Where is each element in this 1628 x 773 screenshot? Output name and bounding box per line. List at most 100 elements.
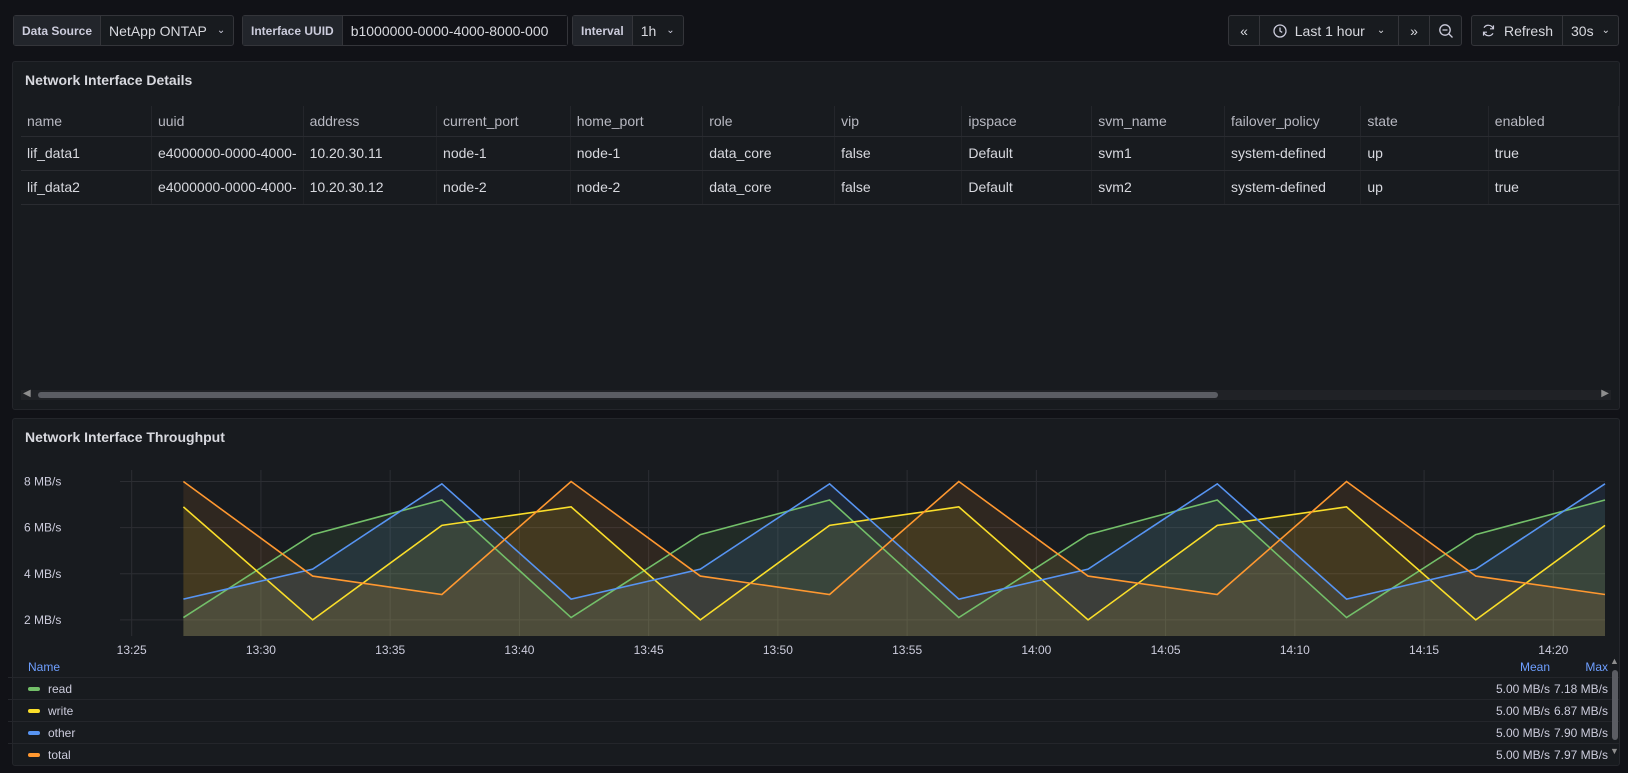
time-range-label: Last 1 hour	[1294, 22, 1365, 39]
table-cell: node-2	[436, 170, 571, 205]
legend-item-other[interactable]: other 5.00 MB/s 7.90 MB/s	[8, 722, 1620, 744]
column-header[interactable]: svm_name	[1091, 106, 1225, 137]
interval-select[interactable]: 1h ⌄	[633, 16, 683, 45]
column-header[interactable]: state	[1360, 106, 1489, 137]
interval-label: Interval	[573, 16, 633, 45]
table-cell: 10.20.30.12	[303, 170, 438, 205]
legend-mean-header[interactable]: Mean	[1519, 659, 1550, 674]
time-shift-back-button[interactable]: «	[1228, 15, 1260, 46]
refresh-icon	[1482, 24, 1495, 37]
table-cell: svm2	[1091, 170, 1225, 205]
legend-max: 7.90 MB/s	[1553, 725, 1608, 740]
chevrons-left-icon: «	[1240, 22, 1248, 39]
table-cell: up	[1360, 170, 1489, 205]
scrollbar-thumb[interactable]	[38, 392, 1218, 398]
chart-legend: Name Mean Max read 5.00 MB/s 7.18 MB/s w…	[8, 656, 1620, 762]
time-shift-forward-button[interactable]: »	[1398, 15, 1430, 46]
legend-header: Name Mean Max	[8, 656, 1620, 678]
column-header[interactable]: ipspace	[961, 106, 1093, 137]
interface-uuid-input[interactable]	[342, 16, 567, 45]
data-source-select[interactable]: NetApp ONTAP ⌄	[101, 16, 233, 45]
data-source-variable: Data Source NetApp ONTAP ⌄	[13, 15, 235, 46]
table-cell: false	[834, 170, 963, 205]
column-header[interactable]: vip	[834, 106, 963, 137]
table-cell: system-defined	[1224, 170, 1362, 205]
horizontal-scrollbar[interactable]: ◀ ▶	[21, 388, 1611, 400]
legend-item-total[interactable]: total 5.00 MB/s 7.97 MB/s	[8, 744, 1620, 762]
table-header-row: name uuid address current_port home_port…	[21, 106, 1619, 137]
table-cell: node-1	[570, 136, 704, 171]
interval-value: 1h	[640, 22, 657, 39]
legend-swatch	[28, 752, 40, 757]
legend-scrollbar[interactable]: ▲ ▼	[1610, 656, 1620, 756]
table-cell: node-2	[570, 170, 704, 205]
table-cell: Default	[961, 170, 1093, 205]
column-header[interactable]: name	[21, 106, 152, 137]
column-header[interactable]: failover_policy	[1224, 106, 1362, 137]
legend-item-write[interactable]: write 5.00 MB/s 6.87 MB/s	[8, 700, 1620, 722]
chevron-down-icon: ⌄	[216, 25, 226, 36]
table-cell: lif_data2	[21, 170, 152, 205]
chevron-down-icon: ⌄	[1601, 25, 1610, 36]
legend-mean: 5.00 MB/s	[1495, 681, 1550, 696]
legend-series-name: write	[48, 703, 74, 718]
chevrons-right-icon: »	[1410, 22, 1418, 39]
scroll-right-icon[interactable]: ▶	[1601, 388, 1609, 399]
time-range-picker[interactable]: Last 1 hour ⌄	[1259, 15, 1399, 46]
scroll-left-icon[interactable]: ◀	[23, 388, 31, 399]
column-header[interactable]: address	[303, 106, 438, 137]
table-cell: system-defined	[1224, 136, 1362, 171]
refresh-label: Refresh	[1503, 22, 1554, 39]
table-cell: node-1	[436, 136, 571, 171]
chevron-down-icon: ⌄	[1376, 25, 1386, 36]
interval-variable: Interval 1h ⌄	[572, 15, 684, 46]
table-cell: up	[1360, 136, 1489, 171]
network-interface-details-panel: Network Interface Details name uuid addr…	[12, 61, 1620, 410]
refresh-button[interactable]: Refresh	[1471, 15, 1563, 46]
dashboard-toolbar: Data Source NetApp ONTAP ⌄ Interface UUI…	[0, 0, 1628, 60]
legend-series-name: read	[48, 681, 73, 696]
legend-mean: 5.00 MB/s	[1495, 725, 1550, 740]
table-cell: data_core	[702, 170, 836, 205]
legend-item-read[interactable]: read 5.00 MB/s 7.18 MB/s	[8, 678, 1620, 700]
interface-uuid-label: Interface UUID	[243, 16, 343, 45]
legend-mean: 5.00 MB/s	[1495, 747, 1550, 762]
legend-max: 7.97 MB/s	[1553, 747, 1608, 762]
scrollbar-thumb[interactable]	[1612, 670, 1618, 740]
legend-series-name: total	[48, 747, 71, 762]
data-source-value: NetApp ONTAP	[109, 22, 207, 39]
column-header[interactable]: home_port	[570, 106, 704, 137]
table-cell: e4000000-0000-4000-	[151, 136, 304, 171]
legend-name-header[interactable]: Name	[28, 659, 61, 674]
table-row[interactable]: lif_data1 e4000000-0000-4000- 10.20.30.1…	[21, 136, 1619, 171]
table-cell: e4000000-0000-4000-	[151, 170, 304, 205]
table-cell: true	[1488, 170, 1619, 205]
zoom-out-button[interactable]	[1429, 15, 1462, 46]
column-header[interactable]: uuid	[151, 106, 304, 137]
legend-max-header[interactable]: Max	[1585, 659, 1608, 674]
chevron-down-icon: ⌄	[666, 25, 675, 36]
panel-title: Network Interface Details	[25, 72, 193, 88]
legend-max: 7.18 MB/s	[1553, 681, 1608, 696]
legend-max: 6.87 MB/s	[1553, 703, 1608, 718]
scroll-up-icon[interactable]: ▲	[1610, 656, 1619, 666]
panel-title: Network Interface Throughput	[25, 429, 225, 445]
legend-series-name: other	[48, 725, 76, 740]
refresh-interval-value: 30s	[1571, 22, 1594, 39]
clock-icon	[1273, 23, 1287, 38]
interface-uuid-variable: Interface UUID	[242, 15, 568, 46]
table-cell: svm1	[1091, 136, 1225, 171]
scroll-down-icon[interactable]: ▼	[1610, 746, 1619, 756]
column-header[interactable]: enabled	[1488, 106, 1619, 137]
refresh-interval-picker[interactable]: 30s ⌄	[1562, 15, 1619, 46]
table-row[interactable]: lif_data2 e4000000-0000-4000- 10.20.30.1…	[21, 170, 1619, 205]
legend-mean: 5.00 MB/s	[1495, 703, 1550, 718]
table-cell: false	[834, 136, 963, 171]
table-cell: lif_data1	[21, 136, 152, 171]
column-header[interactable]: role	[702, 106, 836, 137]
column-header[interactable]: current_port	[436, 106, 571, 137]
legend-swatch	[28, 708, 40, 713]
legend-swatch	[28, 730, 40, 735]
table-cell: Default	[961, 136, 1093, 171]
table-cell: 10.20.30.11	[303, 136, 438, 171]
